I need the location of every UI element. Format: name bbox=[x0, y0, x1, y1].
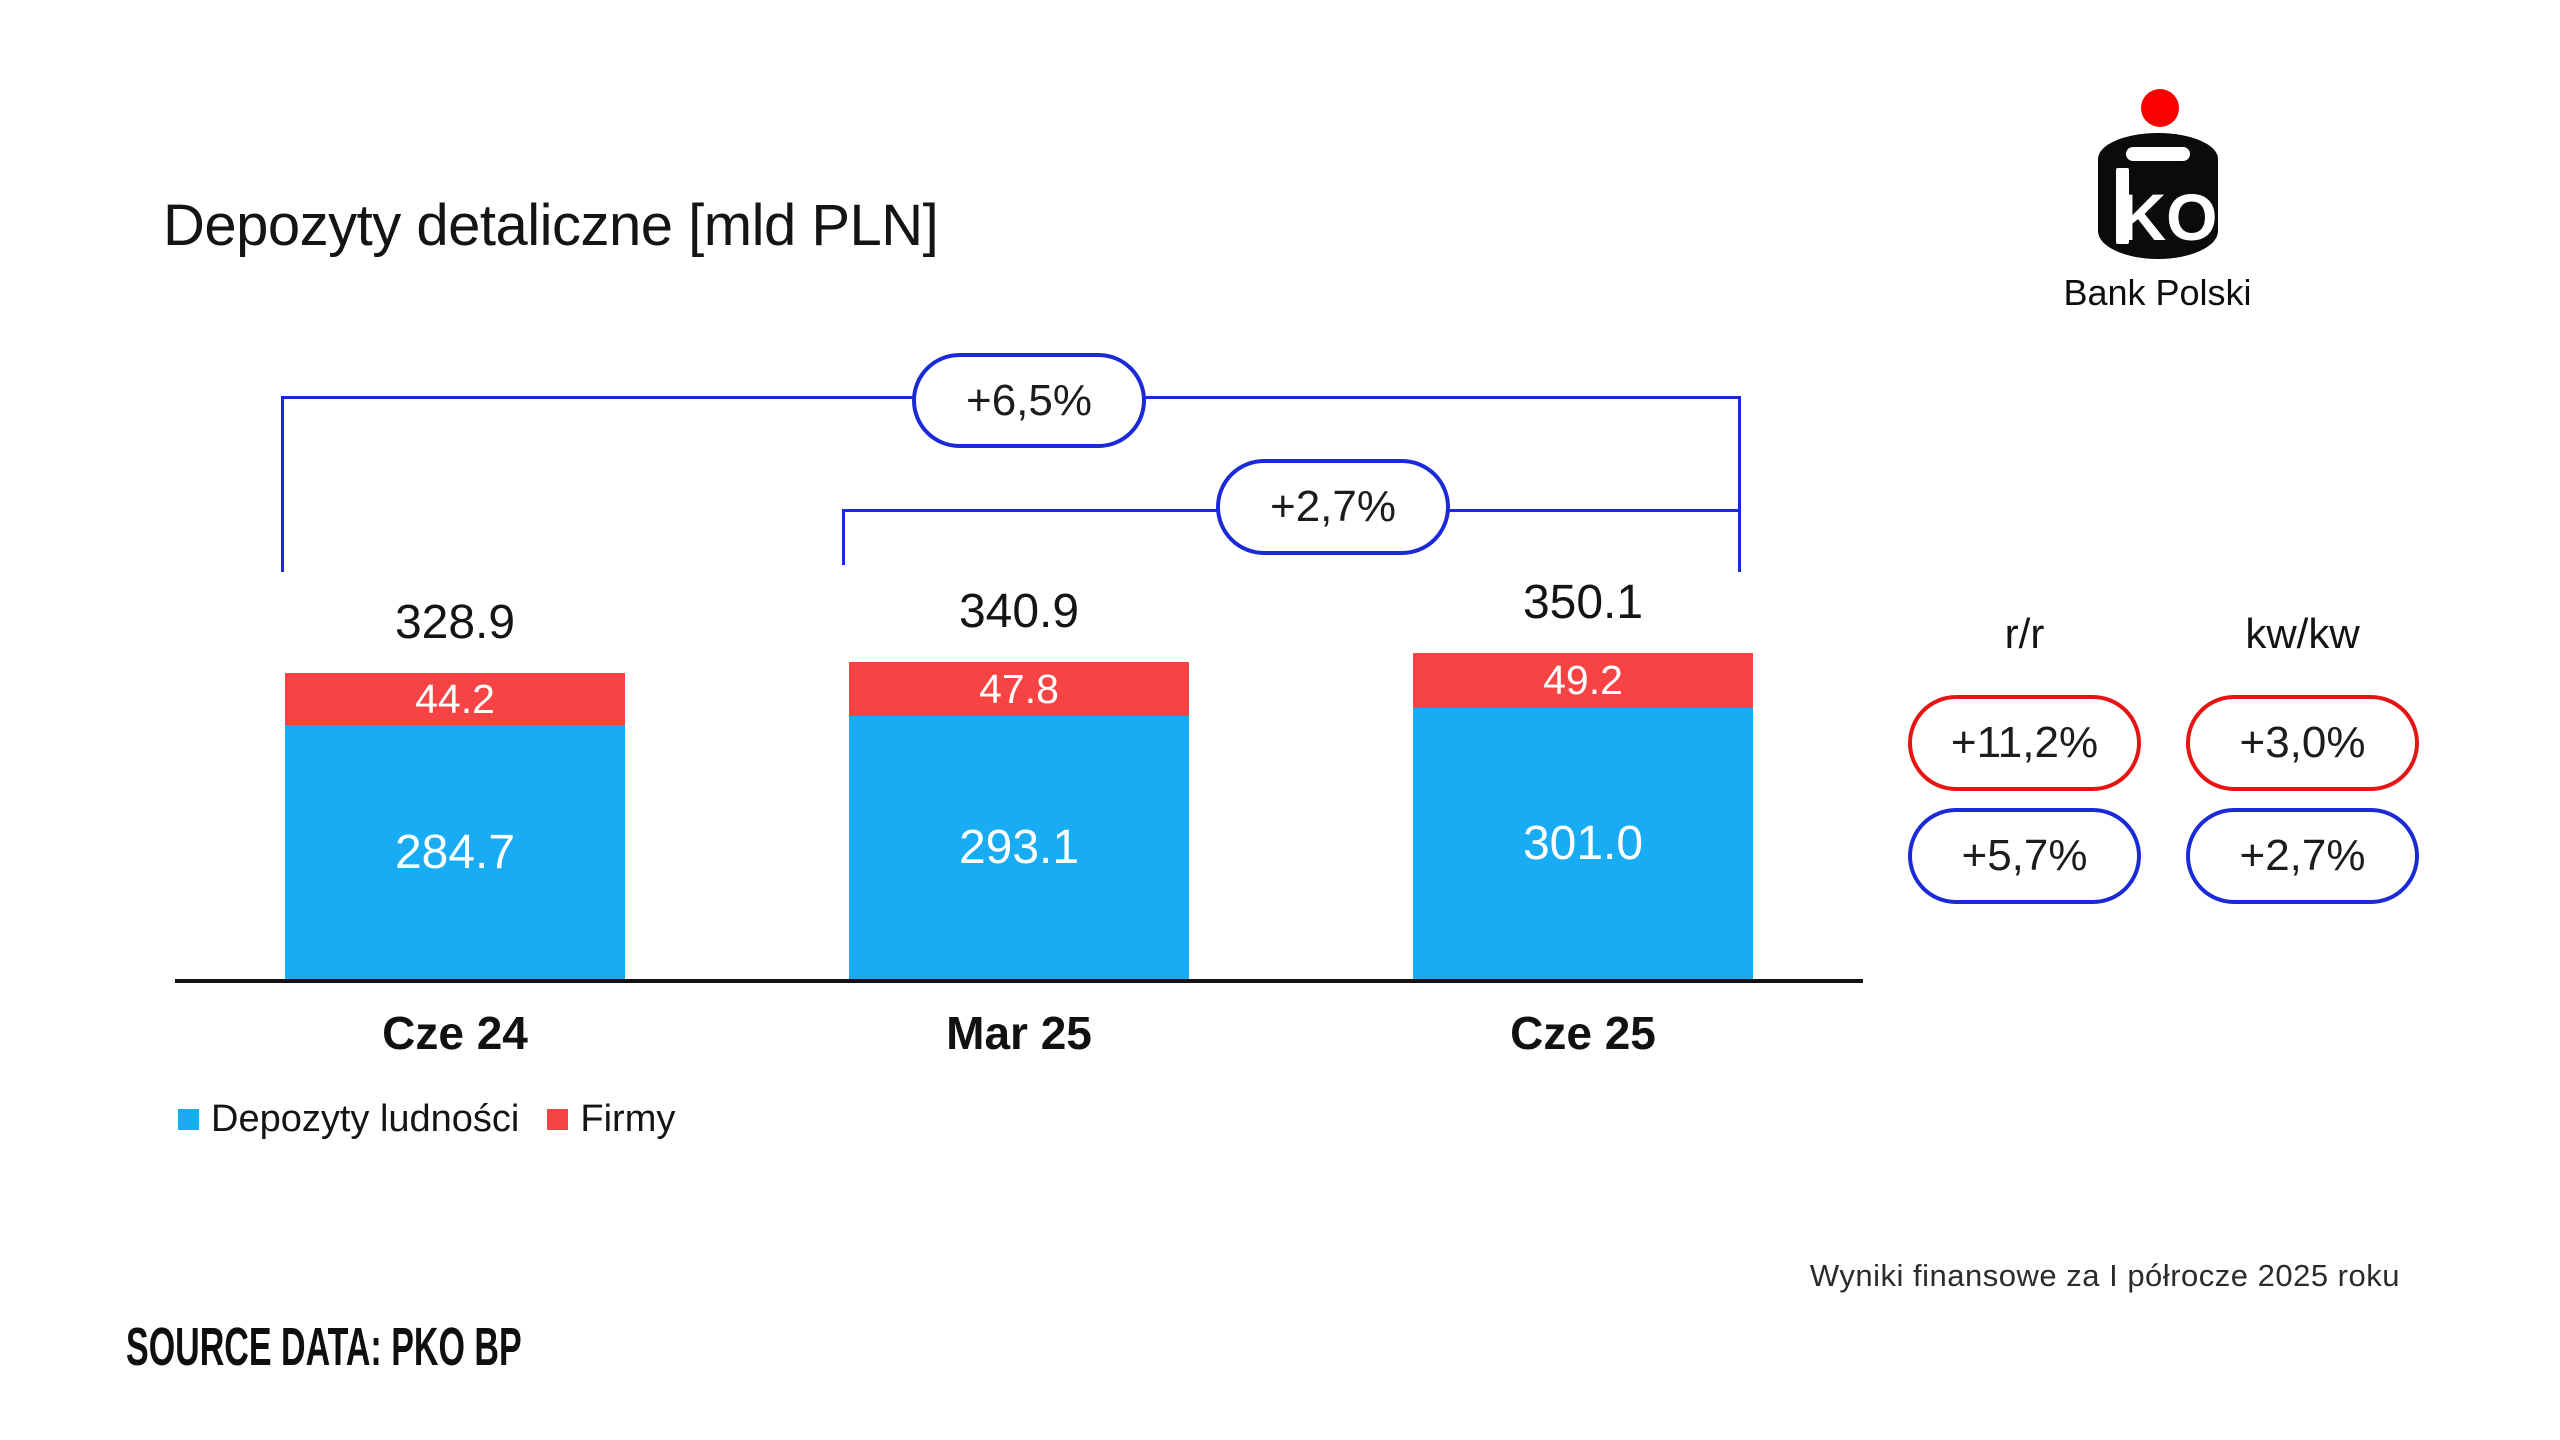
svg-text:KO: KO bbox=[2118, 180, 2217, 254]
pko-moneybox-icon: KO bbox=[2097, 89, 2218, 259]
bracket-qoq-left-leg bbox=[842, 509, 845, 565]
growth-pill-qoq-retail: +2,7% bbox=[2186, 808, 2419, 904]
x-axis-category-label: Mar 25 bbox=[946, 1007, 1092, 1059]
growth-pill-qoq-total-value: +3,0% bbox=[2239, 718, 2366, 767]
growth-pill-qoq-retail-value: +2,7% bbox=[2239, 831, 2366, 880]
annotation-pill-yoy: +6,5% bbox=[912, 353, 1146, 448]
x-axis-category-label: Cze 25 bbox=[1510, 1007, 1656, 1059]
chart-legend: Depozyty ludności Firmy bbox=[178, 1098, 675, 1141]
bar-segment-firmy: 47.8 bbox=[849, 662, 1189, 716]
bar-total-label: 340.9 bbox=[958, 585, 1080, 638]
page-title: Depozyty detaliczne [mld PLN] bbox=[163, 193, 939, 258]
legend-label-ludnosci: Depozyty ludności bbox=[211, 1098, 520, 1140]
legend-swatch-ludnosci bbox=[178, 1109, 199, 1130]
pko-logo: KO Bank Polski bbox=[2040, 88, 2275, 314]
bar-segment-ludnosci: 301.0 bbox=[1413, 708, 1753, 979]
annotation-yoy-label: +6,5% bbox=[966, 375, 1092, 425]
growth-pill-qoq-total: +3,0% bbox=[2186, 695, 2419, 791]
annotation-qoq-label: +2,7% bbox=[1270, 482, 1396, 531]
logo-brand-text: Bank Polski bbox=[2063, 272, 2252, 313]
bar-segment-ludnosci: 293.1 bbox=[849, 716, 1189, 979]
legend-swatch-firmy bbox=[547, 1109, 569, 1130]
annotation-pill-qoq: +2,7% bbox=[1216, 459, 1450, 555]
bar-total-label: 350.1 bbox=[1522, 576, 1644, 629]
legend-item-ludnosci: Depozyty ludności bbox=[178, 1098, 519, 1141]
bar-total-label: 328.9 bbox=[394, 596, 516, 649]
x-axis-line bbox=[175, 979, 1863, 983]
bracket-yoy-left-leg bbox=[281, 396, 284, 572]
growth-pill-yoy-total: +11,2% bbox=[1908, 695, 2141, 791]
source-data-text: SOURCE DATA: PKO BP bbox=[126, 1317, 522, 1377]
x-axis-category-label: Cze 24 bbox=[382, 1007, 528, 1059]
legend-item-firmy: Firmy bbox=[547, 1098, 675, 1141]
bracket-right-leg bbox=[1738, 396, 1741, 572]
growth-pill-yoy-total-value: +11,2% bbox=[1950, 718, 2099, 767]
bar-segment-firmy: 44.2 bbox=[285, 673, 625, 725]
growth-pill-yoy-retail-value: +5,7% bbox=[1961, 831, 2088, 880]
growth-header-yoy: r/r bbox=[2004, 610, 2045, 657]
growth-pill-yoy-retail: +5,7% bbox=[1908, 808, 2141, 904]
growth-header-qoq: kw/kw bbox=[2245, 610, 2360, 657]
legend-label-firmy: Firmy bbox=[580, 1098, 676, 1140]
report-period-note: Wyniki finansowe za I półrocze 2025 roku bbox=[1809, 1258, 2400, 1293]
bar-segment-ludnosci: 284.7 bbox=[285, 725, 625, 979]
bar-segment-firmy: 49.2 bbox=[1413, 653, 1753, 708]
